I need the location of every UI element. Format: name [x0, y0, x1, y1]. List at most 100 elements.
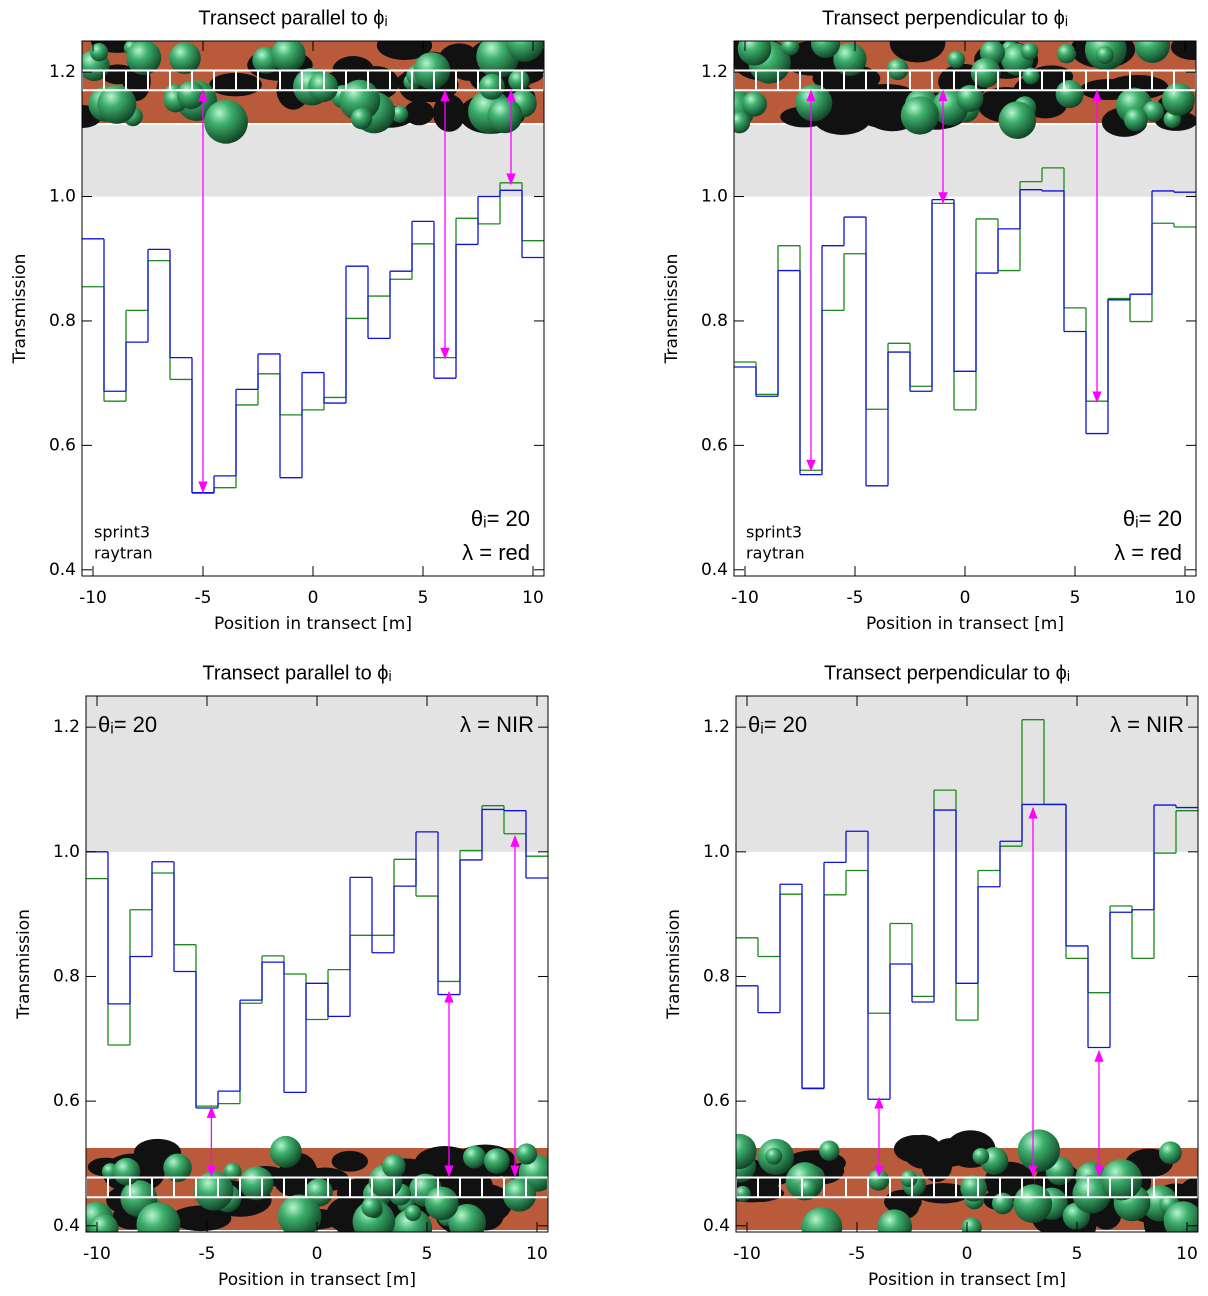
annotation: θᵢ= 20 [1123, 506, 1182, 531]
x-tick-label: 0 [962, 1244, 973, 1264]
x-tick-label: 5 [422, 1244, 433, 1264]
x-tick-label: 5 [418, 588, 429, 608]
y-tick-label: 0.8 [53, 966, 80, 986]
canopy-crown [1017, 1129, 1061, 1172]
annotation: θᵢ= 20 [748, 712, 807, 737]
canopy-crown [269, 1135, 302, 1168]
y-tick-label: 0.4 [53, 1216, 80, 1236]
canopy-crown [136, 1202, 181, 1232]
x-tick-label: 10 [526, 1244, 548, 1264]
x-tick-label: -10 [79, 588, 107, 608]
x-tick-label: -5 [849, 1244, 866, 1264]
legend-label: sprint3 [746, 523, 802, 542]
canopy-crown [970, 57, 1001, 88]
legend-label: raytran [94, 544, 153, 563]
canopy-crown [737, 41, 772, 66]
canopy-crown [163, 1153, 192, 1183]
canopy-crown [956, 84, 984, 112]
canopy-crown [424, 1186, 459, 1221]
canopy-crown [350, 107, 373, 130]
canopy-crown [765, 1147, 783, 1165]
panel: -10 -5 0 5 10 0.4 0.6 0.8 1.0 1.2 Transect perpend… [662, 7, 1197, 634]
canopy-crown [736, 1185, 751, 1202]
chart-title: Transect parallel to ϕᵢ [202, 662, 391, 684]
legend-label: sprint3 [94, 523, 150, 542]
canopy-crown [1095, 46, 1114, 64]
canopy-crown [126, 41, 162, 76]
canopy-crown [1158, 1141, 1182, 1165]
canopy-crown [391, 105, 409, 123]
x-tick-label: 0 [308, 588, 319, 608]
canopy-crown [742, 91, 767, 117]
canopy-crown [484, 1148, 510, 1174]
y-tick-label: 0.4 [701, 560, 728, 580]
canopy-crown [1100, 1159, 1143, 1201]
canopy-crown [1013, 1184, 1053, 1224]
legend-label: raytran [746, 544, 805, 563]
annotation: λ = red [1114, 540, 1182, 565]
shade-band [86, 696, 548, 852]
y-tick-label: 0.6 [53, 1091, 80, 1111]
canopy-crown [506, 41, 544, 62]
canopy-crown [169, 42, 201, 75]
y-tick-label: 1.2 [49, 62, 76, 82]
chart-title: Transect parallel to ϕᵢ [198, 7, 387, 29]
x-tick-label: -10 [733, 1244, 761, 1264]
y-tick-label: 1.0 [703, 842, 730, 862]
canopy-shadow [934, 1138, 968, 1159]
canopy-crown [1055, 79, 1084, 109]
canopy-crown [1162, 82, 1195, 116]
canopy-crown [947, 50, 965, 69]
canopy-crown [1022, 67, 1040, 85]
canopy-crown [508, 69, 530, 92]
canopy-crown [1056, 43, 1077, 64]
y-tick-label: 0.4 [703, 1216, 730, 1236]
y-tick-label: 1.2 [53, 717, 80, 737]
canopy-crown [1020, 42, 1039, 61]
canopy-crown [361, 1196, 382, 1218]
canopy-crown [819, 1140, 840, 1161]
y-axis-label: Transmission [662, 254, 682, 365]
chart-title: Transect perpendicular to ϕᵢ [822, 7, 1068, 29]
canopy-crown [1142, 100, 1165, 123]
y-tick-label: 0.6 [49, 435, 76, 455]
x-tick-label: -5 [195, 588, 212, 608]
x-tick-label: -5 [847, 588, 864, 608]
x-tick-label: -10 [83, 1244, 111, 1264]
canopy-crown [886, 58, 909, 81]
canopy-crown [89, 43, 109, 62]
canopy-crown [1163, 1201, 1198, 1232]
canopy-crown [112, 1157, 141, 1186]
canopy-crown [204, 99, 248, 144]
canopy-shadow [1170, 41, 1196, 60]
canopy-crown [176, 81, 205, 110]
canopy-image [86, 1135, 548, 1232]
x-tick-label: 0 [312, 1244, 323, 1264]
canopy-crown [801, 1207, 843, 1232]
chart-title: Transect perpendicular to ϕᵢ [824, 662, 1070, 684]
canopy-crown [277, 1194, 322, 1232]
y-tick-label: 0.8 [703, 966, 730, 986]
y-axis-label: Transmission [664, 909, 684, 1020]
canopy-shadow [889, 41, 946, 63]
canopy-crown [502, 1178, 537, 1212]
canopy-crown [239, 1166, 274, 1201]
canopy-image [82, 41, 544, 144]
x-tick-label: 10 [522, 588, 544, 608]
canopy-crown [271, 41, 306, 72]
x-axis-label: Position in transect [m] [214, 614, 412, 634]
panel: -10 -5 0 5 10 0.4 0.6 0.8 1.0 1.2 Transect paralle… [10, 7, 545, 634]
canopy-crown [972, 1147, 990, 1165]
shade-band [736, 696, 1198, 852]
canopy-crown [960, 1174, 988, 1202]
canopy-crown [478, 73, 505, 100]
canopy-image [736, 1129, 1198, 1232]
x-tick-label: 0 [960, 588, 971, 608]
x-tick-label: -10 [731, 588, 759, 608]
canopy-crown [1123, 107, 1148, 132]
x-axis-label: Position in transect [m] [868, 1270, 1066, 1290]
canopy-crown [900, 96, 940, 135]
shade-band [82, 124, 544, 197]
x-tick-label: 5 [1070, 588, 1081, 608]
y-tick-label: 0.6 [701, 435, 728, 455]
